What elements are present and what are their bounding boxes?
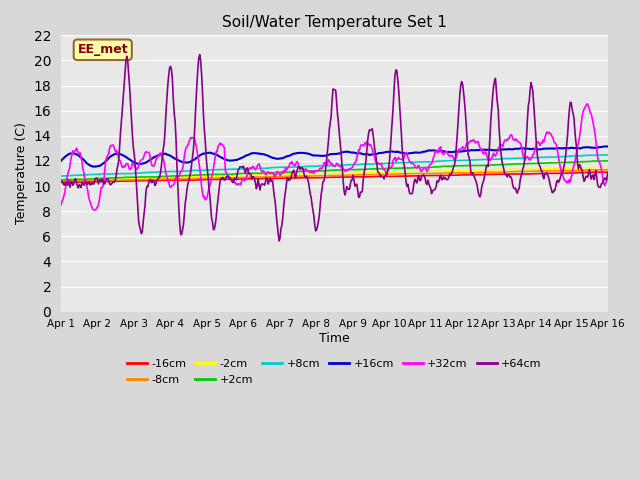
X-axis label: Time: Time <box>319 332 349 345</box>
Text: EE_met: EE_met <box>77 43 128 56</box>
Legend: -16cm, -8cm, -2cm, +2cm, +8cm, +16cm, +32cm, +64cm: -16cm, -8cm, -2cm, +2cm, +8cm, +16cm, +3… <box>123 355 546 389</box>
Title: Soil/Water Temperature Set 1: Soil/Water Temperature Set 1 <box>222 15 447 30</box>
Y-axis label: Temperature (C): Temperature (C) <box>15 122 28 225</box>
